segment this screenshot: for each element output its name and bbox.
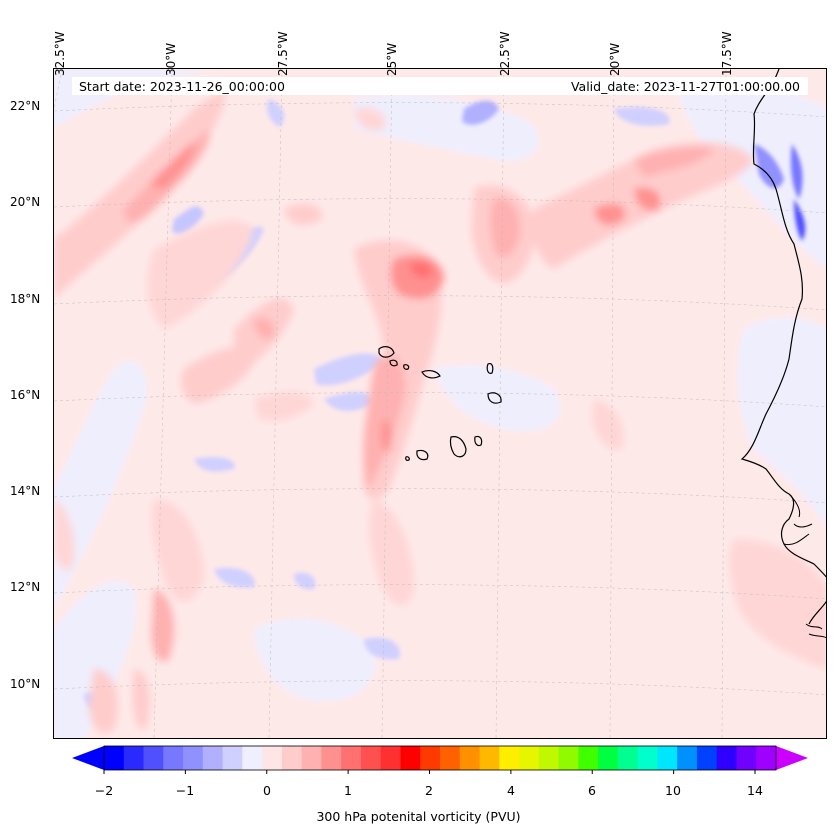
colorbar-segment <box>479 746 500 770</box>
lat-label-18n: 18°N <box>10 292 41 306</box>
lat-label-14n: 14°N <box>10 484 41 498</box>
colorbar-segment <box>499 746 520 770</box>
map-panel <box>53 68 827 739</box>
lat-label-16n: 16°N <box>10 388 41 402</box>
colorbar-extend-max <box>776 746 808 770</box>
start-date-label: Start date: 2023-11-26_00:00:00 <box>79 79 285 94</box>
colorbar-segment <box>459 746 481 770</box>
lon-label-27-5w: 27.5°W <box>276 31 290 76</box>
colorbar-segment <box>736 746 757 770</box>
colorbar-segment <box>440 746 461 770</box>
colorbar-outline <box>103 745 777 771</box>
colorbar-segment <box>538 746 560 770</box>
colorbar-segment <box>183 746 204 770</box>
colorbar-segment <box>341 746 362 770</box>
lat-label-12n: 12°N <box>10 580 41 594</box>
colorbar-segment <box>281 746 303 770</box>
valid-date-label: Valid_date: 2023-11-27T01:00:00.00 <box>570 79 800 94</box>
lat-label-10n: 10°N <box>10 677 41 691</box>
colorbar-segment <box>242 746 263 770</box>
colorbar-tick-14: 14 <box>747 783 763 798</box>
african-coastline-inlet <box>783 493 813 546</box>
colorbar-tick-minus1: −1 <box>175 783 195 798</box>
colorbar-segment <box>756 746 777 770</box>
colorbar-label: 300 hPa potenital vorticity (PVU) <box>316 809 521 824</box>
colorbar-segment <box>321 746 342 770</box>
colorbar-segment <box>143 746 164 770</box>
colorbar-tick-minus2: −2 <box>94 783 114 798</box>
colorbar-segment <box>420 746 441 770</box>
colorbar-extend-min <box>72 746 104 770</box>
colorbar-segment <box>578 746 599 770</box>
colorbar-segment <box>262 746 283 770</box>
lon-label-17-5w: 17.5°W <box>720 31 734 76</box>
colorbar-segment <box>716 746 737 770</box>
colorbar-segment <box>163 746 184 770</box>
colorbar-tick-6: 6 <box>588 783 596 798</box>
colorbar-tick-1: 1 <box>344 783 352 798</box>
graticule <box>54 69 826 738</box>
colorbar-segment <box>519 746 540 770</box>
colorbar-segment <box>677 746 698 770</box>
colorbar-segment <box>617 746 639 770</box>
lat-label-20n: 20°N <box>10 195 41 209</box>
colorbar-segment <box>598 746 619 770</box>
date-banner <box>72 77 808 95</box>
colorbar-segment <box>202 746 224 770</box>
colorbar-segments <box>104 746 777 770</box>
low-pv-regions <box>54 69 826 738</box>
colorbar-tick-2: 2 <box>425 783 433 798</box>
colorbar-segment <box>696 746 718 770</box>
lon-label-20w: 20°W <box>608 42 622 76</box>
colorbar-tick-4: 4 <box>507 783 515 798</box>
lon-label-25w: 25°W <box>385 42 399 76</box>
colorbar-segment <box>123 746 145 770</box>
colorbar-segment <box>558 746 579 770</box>
lat-label-22n: 22°N <box>10 99 41 113</box>
cape-verde-islands <box>378 346 502 461</box>
african-coastline <box>740 69 826 625</box>
colorbar-segment <box>222 746 243 770</box>
colorbar-tickmarks <box>103 770 756 774</box>
bijagos-islands <box>805 623 826 639</box>
colorbar-segment <box>360 746 382 770</box>
colorbar-segment <box>400 746 421 770</box>
colorbar-segment <box>301 746 322 770</box>
colorbar-segment <box>657 746 678 770</box>
colorbar-segment <box>637 746 658 770</box>
positive-pv-bands <box>54 89 826 734</box>
pv-field <box>54 69 826 738</box>
lon-label-30w: 30°W <box>164 42 178 76</box>
colorbar-segment <box>380 746 401 770</box>
colorbar-tick-0: 0 <box>263 783 271 798</box>
colorbar-segment <box>104 746 125 770</box>
colorbar-tick-10: 10 <box>665 783 681 798</box>
lon-label-32-5w: 32.5°W <box>53 31 67 76</box>
lon-label-22-5w: 22.5°W <box>498 31 512 76</box>
